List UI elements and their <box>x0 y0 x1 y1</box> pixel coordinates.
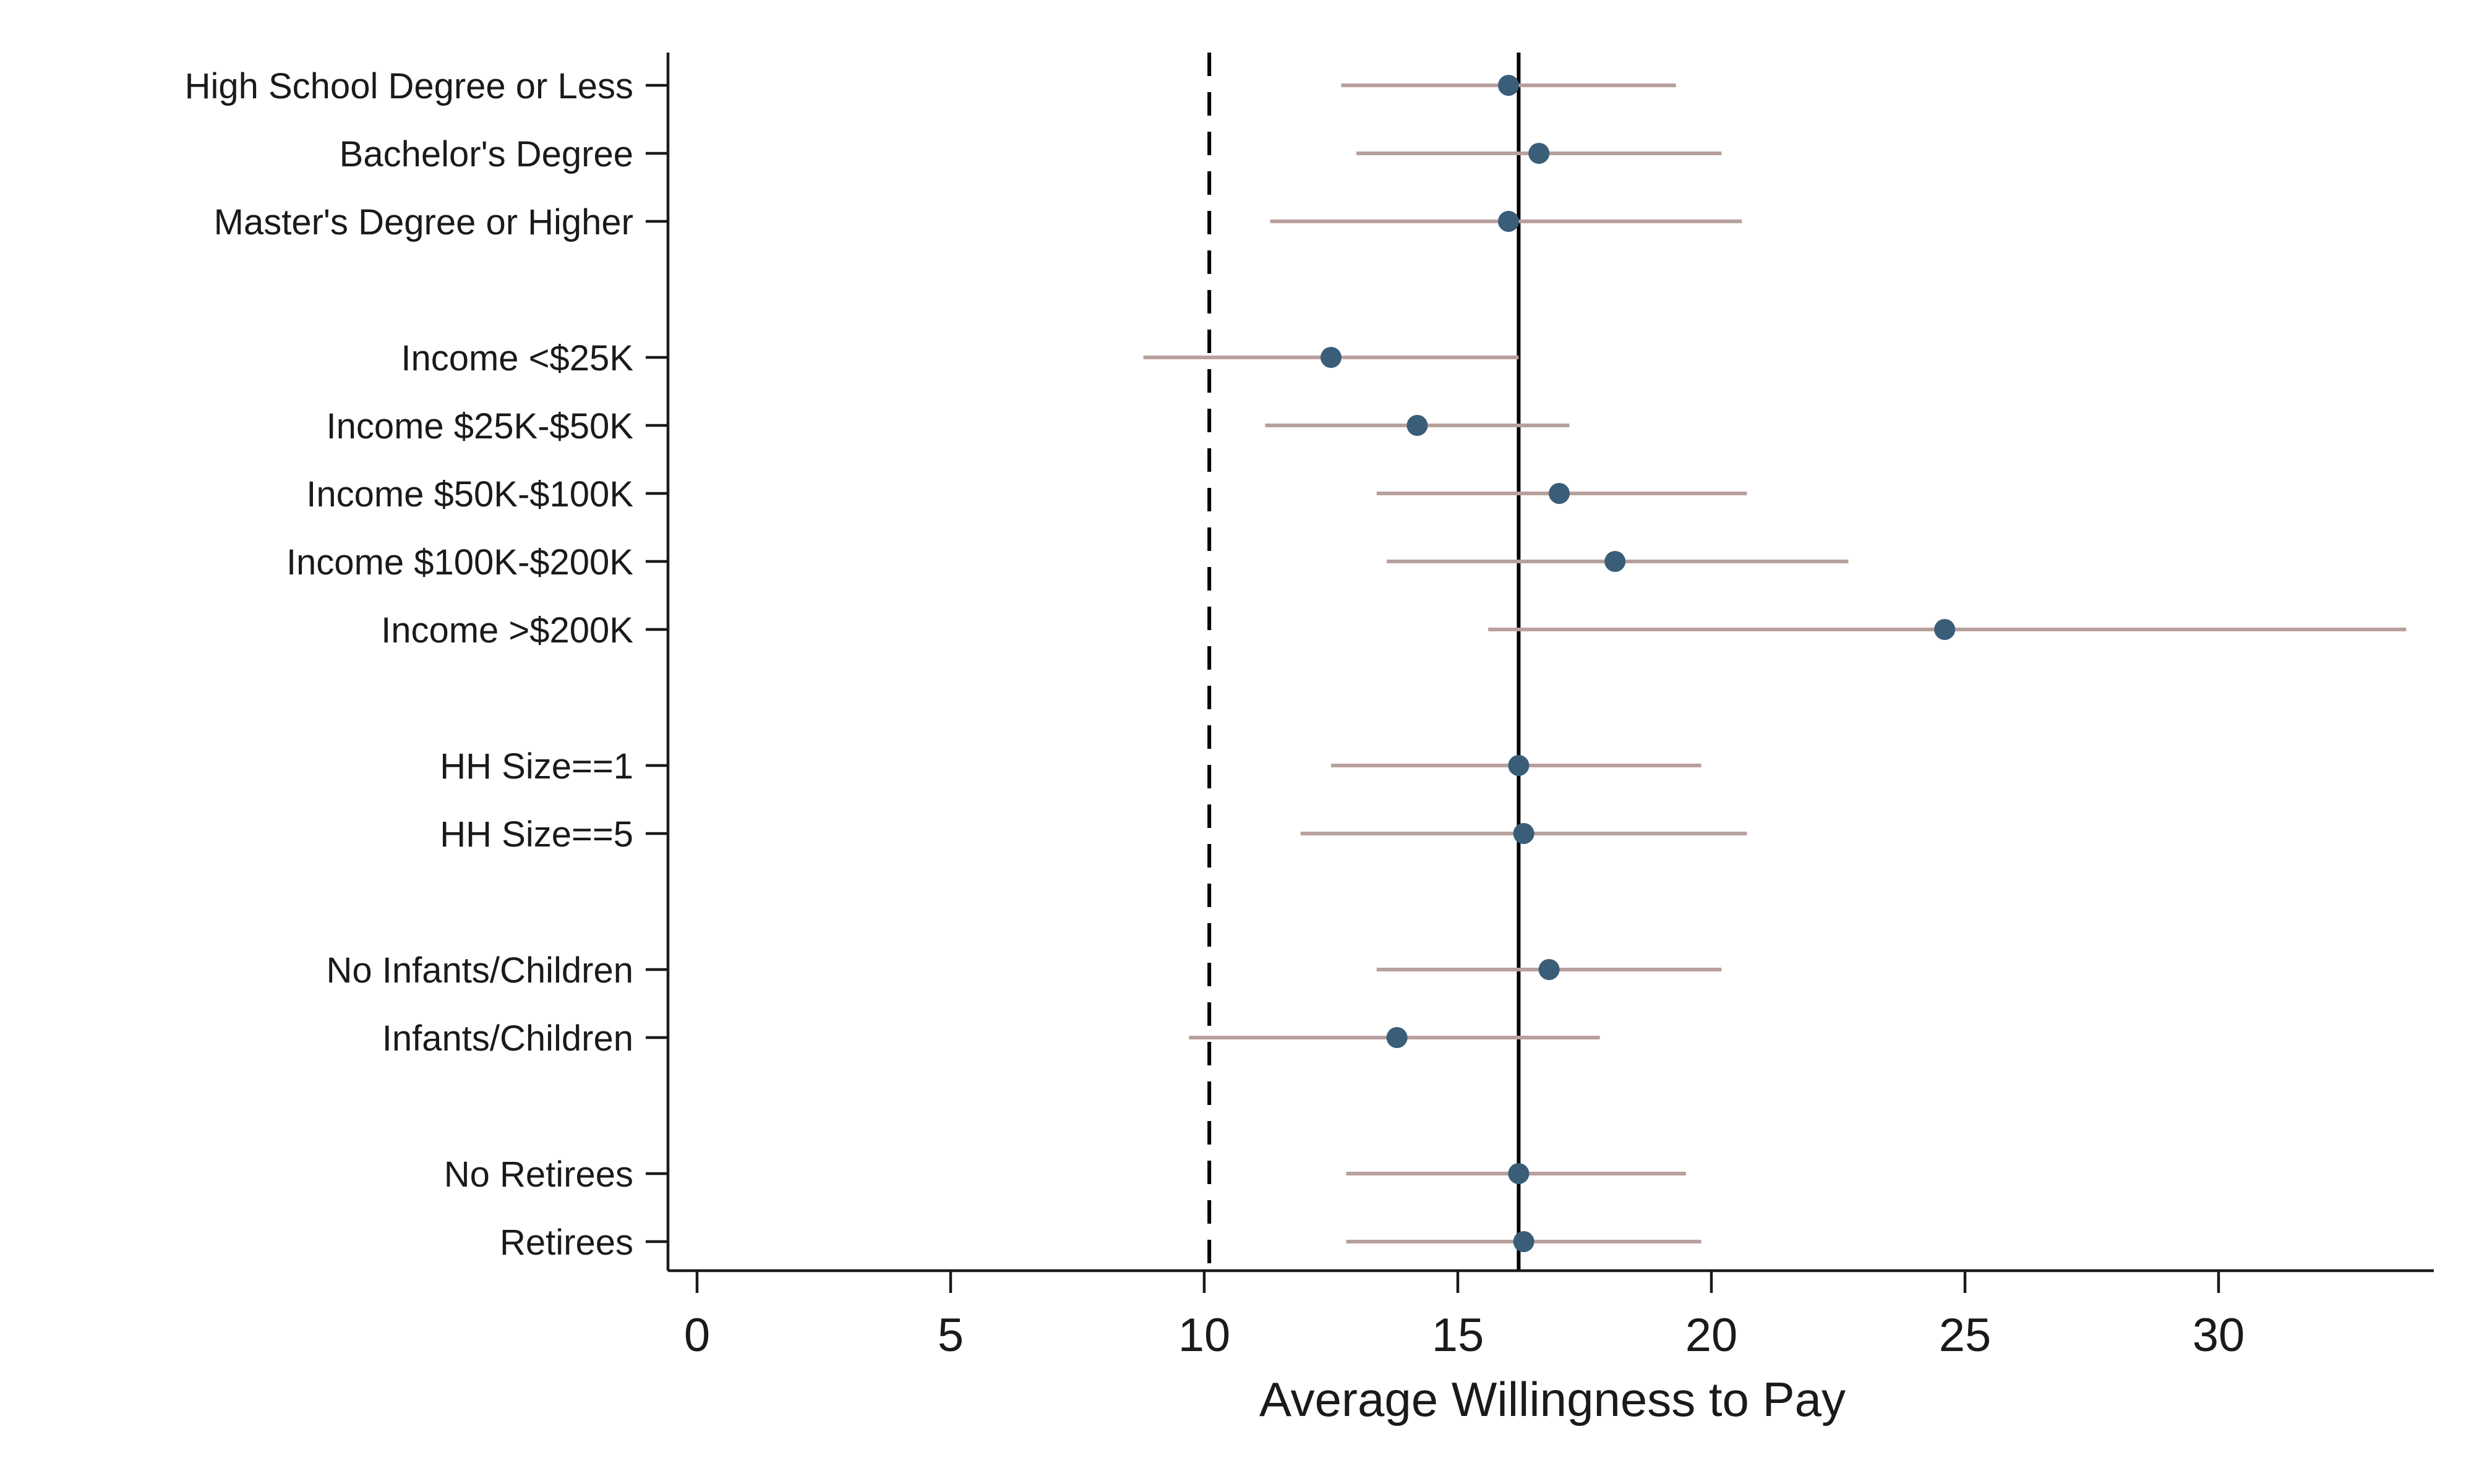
x-tick-label: 20 <box>1685 1309 1738 1362</box>
x-axis-title: Average Willingness to Pay <box>1259 1372 1846 1426</box>
x-tick-label: 10 <box>1178 1309 1231 1362</box>
point-estimate <box>1934 619 1956 640</box>
category-label: High School Degree or Less <box>185 66 633 106</box>
category-label: HH Size==5 <box>440 814 633 855</box>
point-estimate <box>1498 75 1519 96</box>
category-label: No Infants/Children <box>327 950 633 991</box>
category-label: No Retirees <box>444 1154 633 1195</box>
category-label: Income $50K-$100K <box>306 474 633 514</box>
point-estimate <box>1513 1231 1534 1252</box>
category-label: Income <$25K <box>401 338 633 378</box>
category-label: Master's Degree or Higher <box>214 202 633 242</box>
category-label: Income >$200K <box>381 610 633 650</box>
x-tick-label: 25 <box>1939 1309 1992 1362</box>
point-estimates <box>1320 75 1956 1252</box>
reference-lines <box>1207 53 1521 1271</box>
point-estimate <box>1538 959 1560 980</box>
category-label: Income $25K-$50K <box>326 406 633 446</box>
point-estimate <box>1498 211 1519 232</box>
category-label: Income $100K-$200K <box>286 542 633 582</box>
point-estimate <box>1386 1027 1408 1048</box>
confidence-intervals <box>1143 83 2407 1243</box>
x-tick-label: 15 <box>1432 1309 1484 1362</box>
x-tick-label: 0 <box>684 1309 710 1362</box>
point-estimate <box>1508 1163 1530 1184</box>
x-tick-label: 5 <box>938 1309 964 1362</box>
point-estimate <box>1406 415 1428 436</box>
point-estimate <box>1508 755 1530 776</box>
axes: 0 5 10 15 20 25 30 <box>646 53 2434 1362</box>
category-label: Retirees <box>500 1222 633 1263</box>
point-estimate <box>1604 551 1626 572</box>
category-label: Bachelor's Degree <box>340 134 633 174</box>
point-estimate <box>1320 347 1342 368</box>
x-tick-label: 30 <box>2193 1309 2245 1362</box>
point-estimate <box>1549 483 1570 504</box>
category-labels: High School Degree or Less Bachelor's Deg… <box>185 66 634 1263</box>
category-label: HH Size==1 <box>440 746 633 787</box>
point-estimate <box>1513 823 1534 844</box>
point-estimate <box>1528 143 1550 164</box>
category-label: Infants/Children <box>382 1018 633 1059</box>
